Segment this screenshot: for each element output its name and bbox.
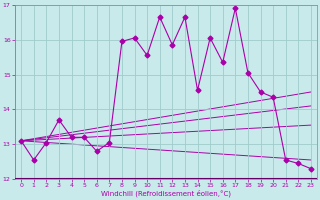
X-axis label: Windchill (Refroidissement éolien,°C): Windchill (Refroidissement éolien,°C) [101, 190, 231, 197]
